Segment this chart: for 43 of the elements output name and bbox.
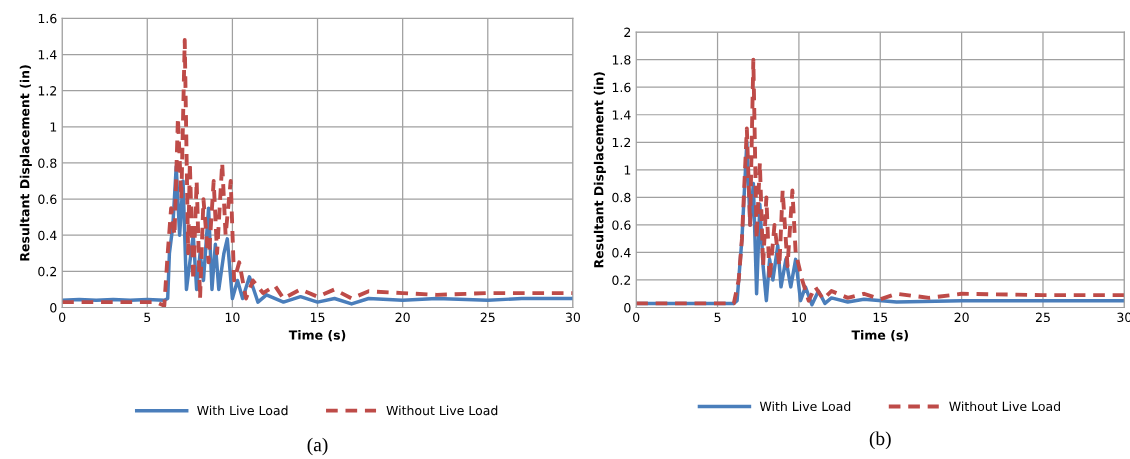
x-tick-label: 25 <box>1035 312 1050 323</box>
x-tick-label: 0 <box>633 312 640 323</box>
x-tick-label: 5 <box>714 312 721 323</box>
y-tick-label: 2 <box>624 27 631 37</box>
x-tick-label: 15 <box>310 312 325 323</box>
y-axis-title: Resultant Displacement (in) <box>593 72 606 268</box>
x-axis-title: Time (s) <box>288 330 346 342</box>
y-tick-label: 1 <box>50 122 57 132</box>
x-tick-label: 15 <box>873 312 888 323</box>
y-tick-label: 0.2 <box>38 266 57 277</box>
x-tick-label: 5 <box>144 312 151 323</box>
legend-label: Without Live Load <box>949 401 1060 412</box>
y-tick-label: 0.4 <box>612 247 631 258</box>
y-tick-label: 0.6 <box>612 220 631 230</box>
legend-label: With Live Load <box>759 401 851 412</box>
y-tick-label: 0.6 <box>38 194 57 205</box>
x-tick-label: 20 <box>395 312 410 323</box>
text: (b) <box>869 431 891 450</box>
y-axis-title: Resultant Displacement (in) <box>19 65 32 261</box>
y-tick-label: 1.6 <box>38 13 57 24</box>
x-tick-label: 10 <box>225 312 240 323</box>
legend-label: Without Live Load <box>386 405 498 416</box>
legend-label: With Live Load <box>197 405 288 416</box>
y-tick-label: 0.2 <box>612 275 631 285</box>
y-tick-label: 1.4 <box>612 110 631 120</box>
x-tick-label: 0 <box>59 312 66 323</box>
y-tick-label: 1.2 <box>38 86 57 96</box>
y-tick-label: 0.8 <box>612 192 631 203</box>
x-tick-label: 30 <box>565 312 581 323</box>
x-tick-label: 25 <box>480 312 495 323</box>
x-tick-label: 20 <box>954 312 969 323</box>
y-tick-label: 1.2 <box>612 137 631 148</box>
y-tick-label: 0 <box>624 303 631 313</box>
y-tick-label: 1.8 <box>612 55 631 65</box>
y-tick-label: 1.6 <box>612 82 631 93</box>
x-tick-label: 10 <box>792 312 807 323</box>
y-tick-label: 0 <box>50 303 57 313</box>
y-tick-label: 0.4 <box>38 230 57 241</box>
y-tick-label: 0.8 <box>38 158 57 168</box>
y-tick-label: 1.4 <box>38 50 57 60</box>
text: (a) <box>307 437 328 456</box>
y-tick-label: 1 <box>624 165 631 175</box>
x-axis-title: Time (s) <box>851 330 908 342</box>
